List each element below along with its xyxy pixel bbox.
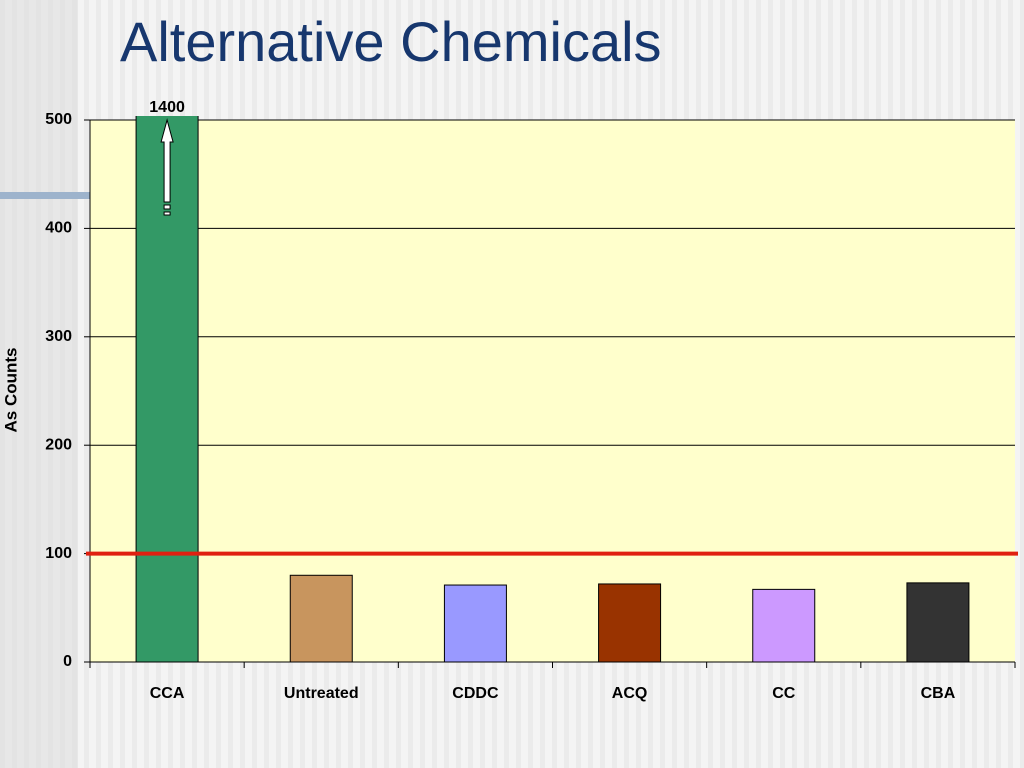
accent-line (0, 192, 90, 199)
x-tick-label: CBA (921, 685, 956, 702)
overflow-arrow (160, 118, 174, 203)
data-label: 1400 (149, 99, 185, 116)
y-tick-label: 100 (45, 545, 72, 562)
overflow-arrow-dash (163, 204, 171, 210)
y-tick-label: 300 (45, 328, 72, 345)
bar (443, 584, 507, 663)
plot-area (90, 120, 1015, 662)
bar (289, 574, 353, 663)
x-tick-label: ACQ (612, 685, 648, 702)
x-tick-label: CC (772, 685, 796, 702)
y-axis-label: As Counts (1, 348, 20, 433)
bar (598, 583, 662, 663)
side-band (0, 0, 78, 768)
overflow-arrow-dash (163, 211, 171, 216)
bar (906, 582, 970, 663)
x-tick-label: CDDC (452, 685, 499, 702)
y-tick-label: 200 (45, 436, 72, 453)
bar (752, 588, 816, 663)
y-tick-label: 500 (45, 111, 72, 128)
x-tick-label: Untreated (284, 685, 359, 702)
y-tick-label: 400 (45, 220, 72, 237)
y-tick-label: 0 (63, 653, 72, 670)
chart-title: Alternative Chemicals (120, 10, 662, 73)
x-tick-label: CCA (150, 685, 185, 702)
